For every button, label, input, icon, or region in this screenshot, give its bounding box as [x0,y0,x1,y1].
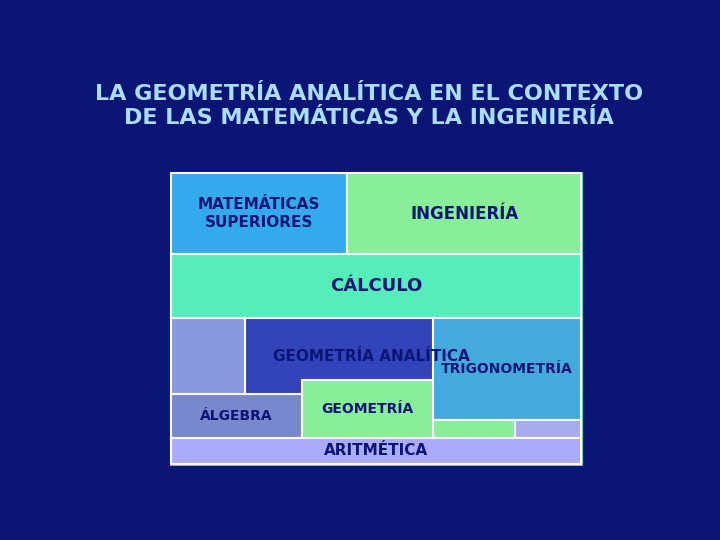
Bar [171,319,245,394]
Bar [499,319,581,394]
Text: TRIGONOMETRÍA: TRIGONOMETRÍA [441,362,573,376]
Bar [171,394,302,438]
Bar [245,319,499,394]
Bar [302,380,433,438]
Bar [171,438,581,464]
Text: MATEMÁTICAS
SUPERIORES: MATEMÁTICAS SUPERIORES [198,198,320,230]
Text: ARITMÉTICA: ARITMÉTICA [324,443,428,458]
Text: GEOMETRÍA ANALÍTICA: GEOMETRÍA ANALÍTICA [274,349,470,364]
Bar [347,173,581,254]
Bar [171,173,347,254]
Text: CÁLCULO: CÁLCULO [330,278,422,295]
Bar [433,319,581,420]
Bar [171,254,581,319]
Bar [433,420,516,438]
Bar [516,420,581,438]
Text: INGENIERÍA: INGENIERÍA [410,205,518,222]
Bar [171,173,581,464]
Text: ÁLGEBRA: ÁLGEBRA [200,409,273,423]
Text: LA GEOMETRÍA ANALÍTICA EN EL CONTEXTO
DE LAS MATEMÁTICAS Y LA INGENIERÍA: LA GEOMETRÍA ANALÍTICA EN EL CONTEXTO DE… [95,84,643,129]
Text: GEOMETRÍA: GEOMETRÍA [322,402,414,416]
